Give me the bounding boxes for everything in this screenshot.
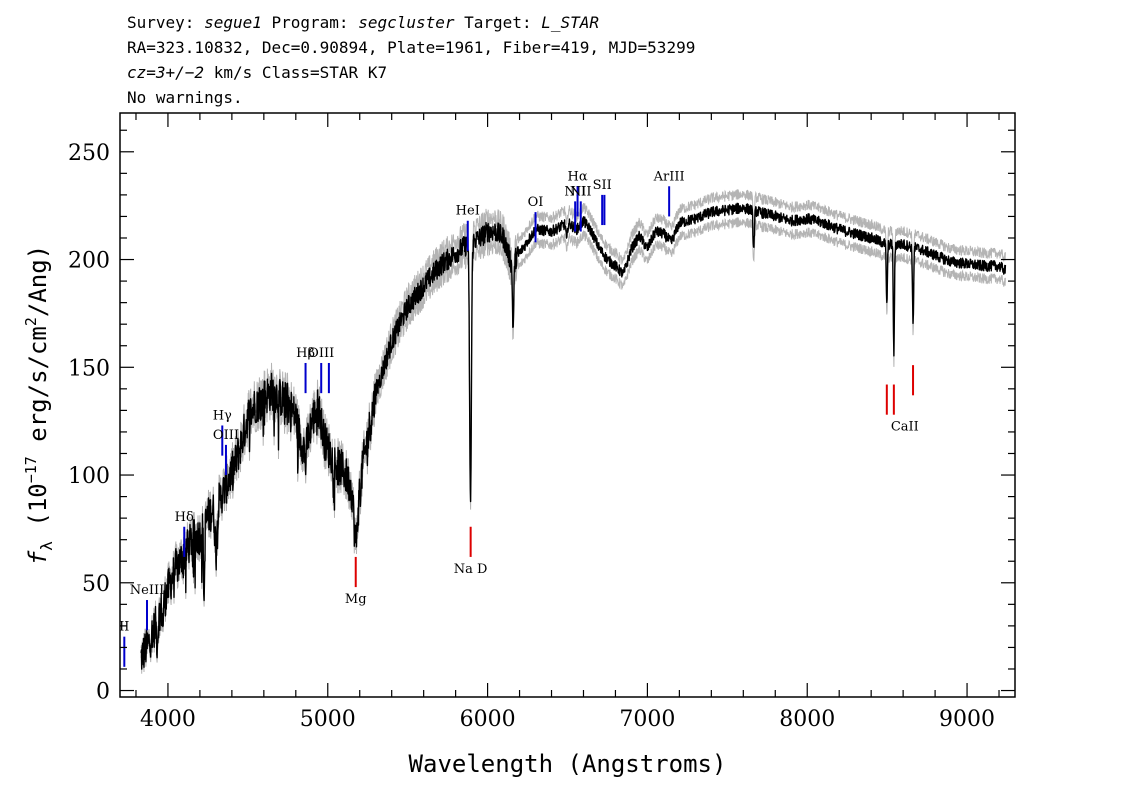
y-tick-label: 100 [68, 464, 110, 489]
spectrum-line [140, 202, 1007, 670]
emission-label-9: OI [528, 195, 544, 210]
error-upper-line [140, 189, 1006, 665]
emission-label-10: NII [564, 184, 586, 199]
axis-ticks [120, 113, 1015, 697]
emission-label-11: Hα [568, 169, 588, 184]
y-tick-label: 200 [68, 249, 110, 274]
x-tick-label: 4000 [140, 707, 196, 732]
y-tick-label: 250 [68, 141, 110, 166]
y-tick-label: 150 [68, 356, 110, 381]
x-tick-label: 8000 [779, 707, 835, 732]
plot-frame [119, 112, 1016, 698]
x-tick-label: 5000 [300, 707, 356, 732]
header-warnings-line: No warnings. [127, 88, 243, 107]
absorption-label-4: Na D [454, 562, 488, 577]
header-coords-line: RA=323.10832, Dec=0.90894, Plate=1961, F… [127, 38, 695, 57]
emission-label-8: HeI [456, 204, 480, 219]
absorption-label-3: Mg [345, 592, 367, 607]
y-axis-label: fλ (10−17 erg/s/cm2/Ang) [22, 245, 56, 565]
x-tick-label: 7000 [619, 707, 675, 732]
error-lower-line [140, 217, 1006, 674]
emission-label-0: II [119, 620, 129, 635]
emission-label-13: SII [593, 178, 612, 193]
chart-header: Survey: segue1 Program: segcluster Targe… [127, 13, 695, 107]
emission-label-4: OIII [213, 428, 239, 443]
emission-label-5: Hβ [296, 346, 315, 361]
emission-label-2: Hδ [175, 510, 194, 525]
emission-label-3: Hγ [213, 408, 232, 423]
emission-label-6: OIII [308, 346, 334, 361]
absorption-label-5: CaII [891, 420, 919, 435]
y-tick-label: 50 [82, 572, 110, 597]
emission-label-1: NeIII [130, 583, 164, 598]
x-tick-label: 9000 [939, 707, 995, 732]
x-axis-label: Wavelength (Angstroms) [409, 750, 727, 778]
header-class-line: cz=3+/−2 km/s Class=STAR K7 [127, 63, 387, 82]
spectrum-layer [140, 189, 1007, 674]
y-tick-label: 0 [96, 680, 110, 705]
header-survey-line: Survey: segue1 Program: segcluster Targe… [127, 13, 599, 32]
x-tick-label: 6000 [460, 707, 516, 732]
axis-labels: 4000 5000 6000 7000 8000 9000 0 50 100 150 200 250 W… [22, 141, 995, 778]
emission-label-15: ArIII [653, 169, 685, 184]
emission-label-12: NII [570, 184, 592, 199]
